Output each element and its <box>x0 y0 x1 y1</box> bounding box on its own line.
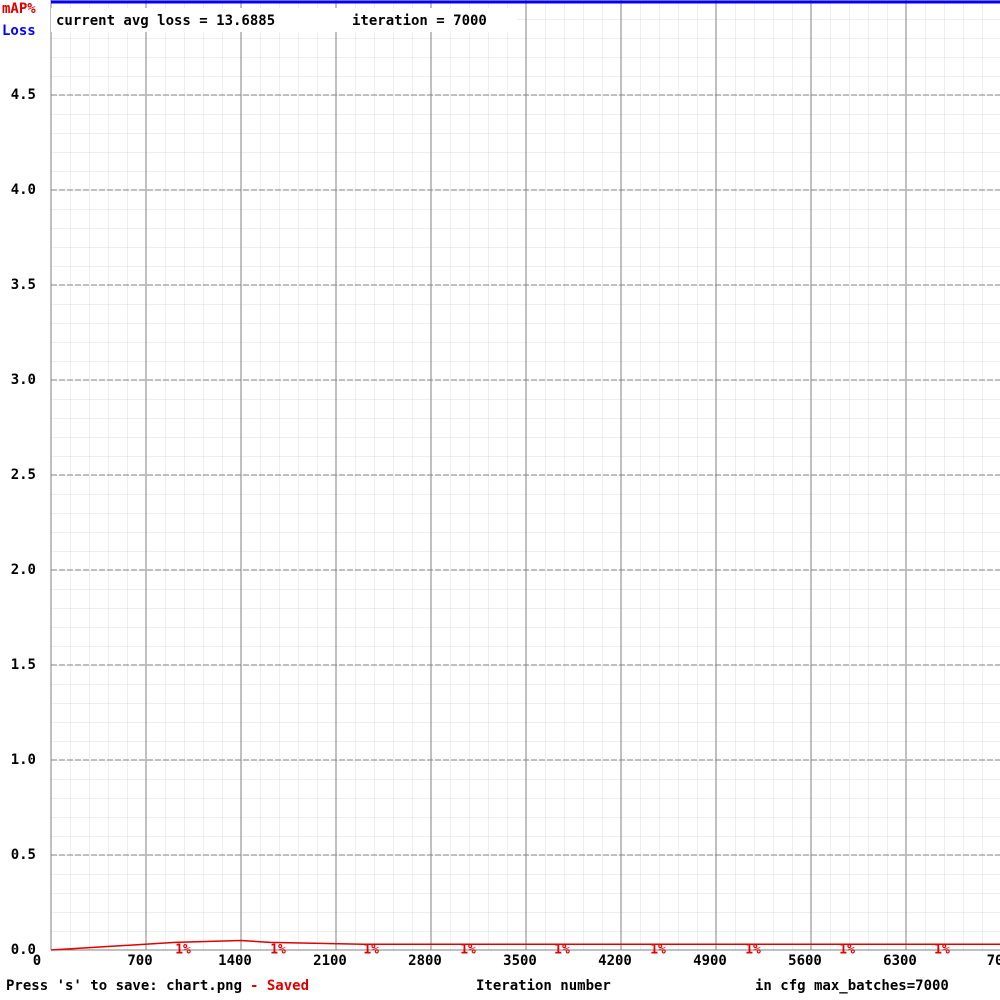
y-tick-label: 1.0 <box>11 752 36 768</box>
y-tick-label: 0.0 <box>11 942 36 958</box>
x-tick-label: 70 <box>987 953 1000 969</box>
x-tick-label: 1400 <box>218 953 252 969</box>
y-tick-label: 2.0 <box>11 562 36 578</box>
y-label-loss: Loss <box>2 23 36 39</box>
y-tick-label: 0.5 <box>11 847 36 863</box>
map-label: 1% <box>270 943 286 958</box>
header-box <box>51 8 517 32</box>
map-label: 1% <box>363 943 379 958</box>
header-iteration: iteration = 7000 <box>352 13 487 29</box>
x-tick-label: 6300 <box>883 953 917 969</box>
map-label: 1% <box>839 943 855 958</box>
y-tick-label: 3.0 <box>11 372 36 388</box>
x-tick-label: 3500 <box>503 953 537 969</box>
map-label: 1% <box>175 943 191 958</box>
footer-save: Press 's' to save: chart.png <box>6 978 242 994</box>
map-label: 1% <box>460 943 476 958</box>
x-tick-label: 2800 <box>408 953 442 969</box>
y-label-map: mAP% <box>2 1 36 17</box>
map-label: 1% <box>934 943 950 958</box>
footer-cfg: in cfg max_batches=7000 <box>755 978 949 994</box>
header-loss: current avg loss = 13.6885 <box>56 13 275 29</box>
x-tick-label: 2100 <box>313 953 347 969</box>
map-label: 1% <box>650 943 666 958</box>
x-tick-label: 0 <box>33 953 41 969</box>
footer-saved: - Saved <box>250 978 309 994</box>
y-tick-label: 2.5 <box>11 467 36 483</box>
x-tick-label: 700 <box>127 953 152 969</box>
x-tick-label: 5600 <box>788 953 822 969</box>
x-axis-label: Iteration number <box>476 978 611 994</box>
map-label: 1% <box>554 943 570 958</box>
y-tick-label: 4.0 <box>11 182 36 198</box>
y-tick-label: 1.5 <box>11 657 36 673</box>
map-label: 1% <box>745 943 761 958</box>
x-tick-label: 4900 <box>693 953 727 969</box>
series-line <box>50 939 1000 951</box>
x-tick-label: 4200 <box>598 953 632 969</box>
y-tick-label: 3.5 <box>11 277 36 293</box>
y-tick-label: 4.5 <box>11 87 36 103</box>
